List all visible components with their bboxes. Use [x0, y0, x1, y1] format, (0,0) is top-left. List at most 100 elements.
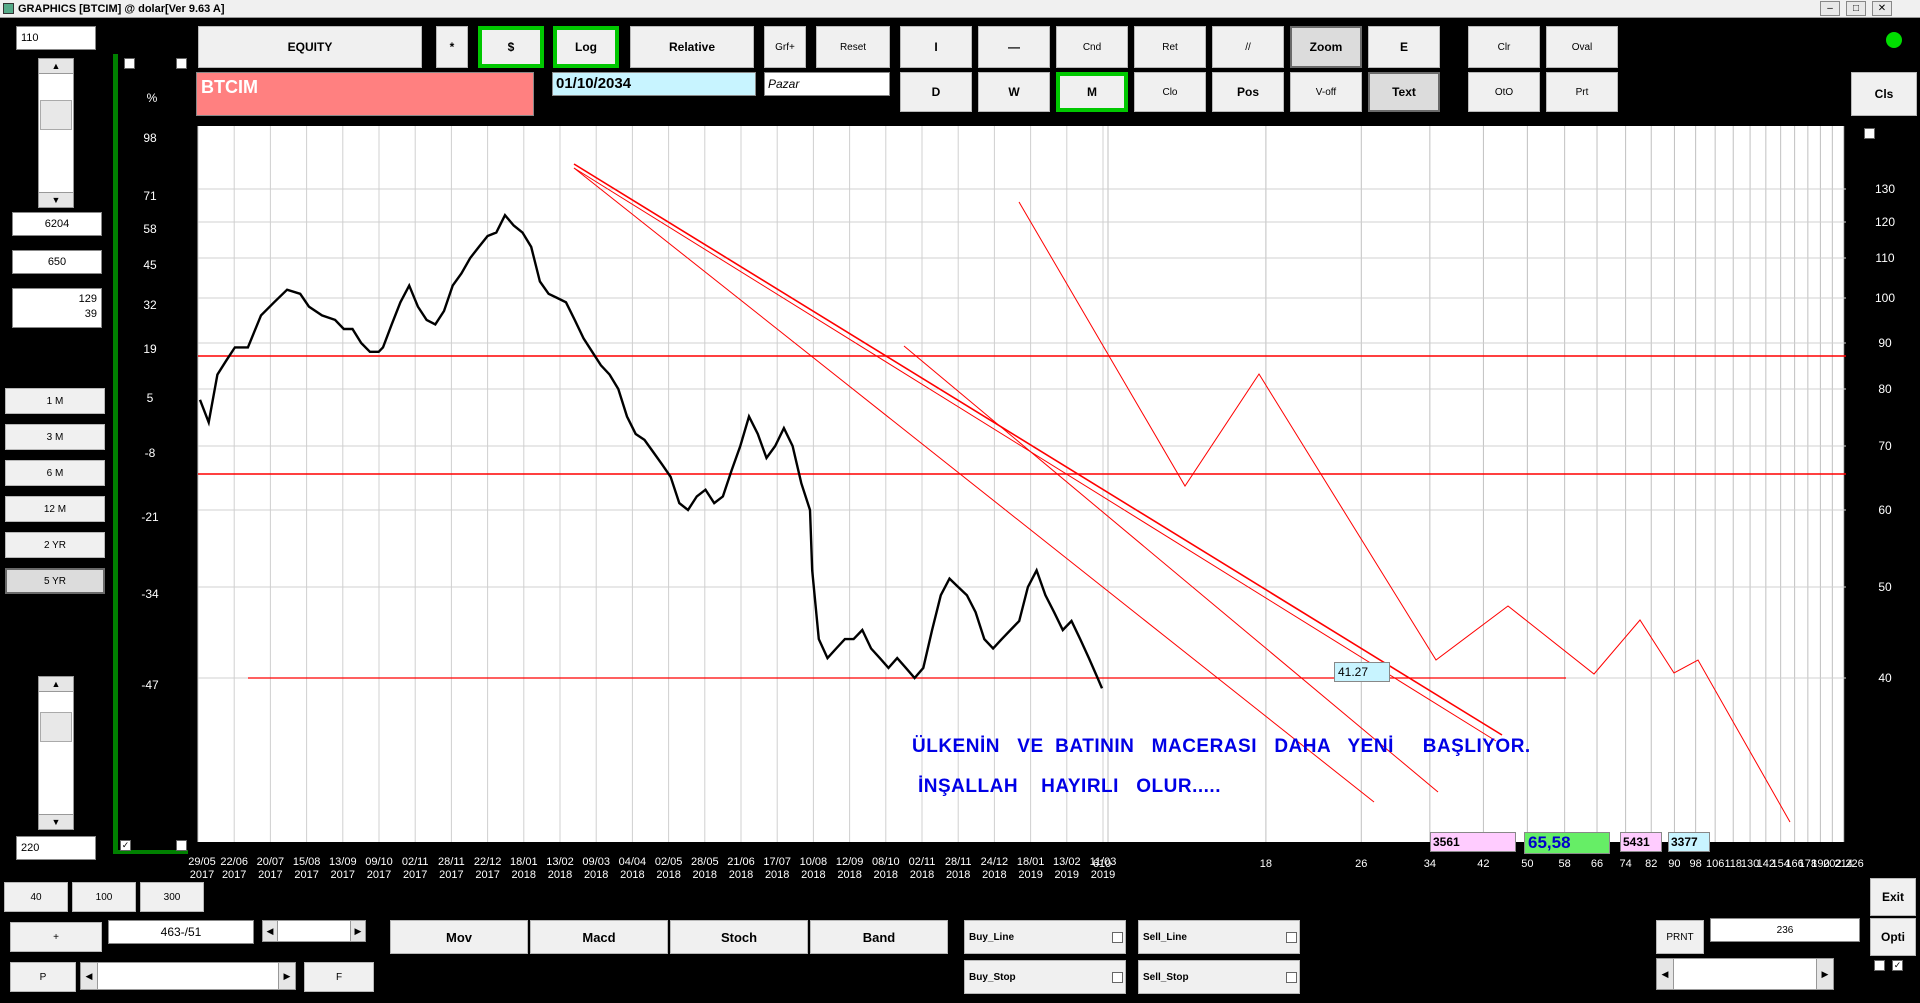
- date-field[interactable]: 01/10/2034: [552, 72, 756, 96]
- sell-stop-checkbox[interactable]: [1286, 972, 1297, 983]
- tool2-6-button[interactable]: Text: [1368, 72, 1440, 112]
- sell-line-checkbox[interactable]: [1286, 932, 1297, 943]
- buy-line-toggle[interactable]: Buy_Line: [964, 920, 1126, 954]
- band-button[interactable]: Band: [810, 920, 948, 954]
- tool2-3-button[interactable]: Clo: [1134, 72, 1206, 112]
- period-12m-button[interactable]: 12 M: [5, 496, 105, 522]
- tool-2-button[interactable]: Cnd: [1056, 26, 1128, 68]
- p-right-icon[interactable]: ▶: [278, 962, 296, 990]
- b40-button[interactable]: 40: [4, 882, 68, 912]
- x-date-label: 09/10: [365, 856, 393, 868]
- lower-scroll-thumb[interactable]: [40, 712, 72, 742]
- period-1m-button[interactable]: 1 M: [5, 388, 105, 414]
- buy-stop-checkbox[interactable]: [1112, 972, 1123, 983]
- maximize-button[interactable]: □: [1846, 1, 1866, 16]
- scroll-down-icon[interactable]: ▼: [38, 192, 74, 208]
- value-a-field[interactable]: 6204: [12, 212, 102, 236]
- bottom-value-field[interactable]: 220: [16, 836, 96, 860]
- tool-6-button[interactable]: E: [1368, 26, 1440, 68]
- pos-right-icon[interactable]: ▶: [350, 920, 366, 942]
- x-date-tick: 02/05 2018: [652, 856, 686, 882]
- pos-left-icon[interactable]: ◀: [262, 920, 278, 942]
- upper-vertical-scrollbar[interactable]: [38, 58, 74, 208]
- reset-button[interactable]: Reset: [816, 26, 890, 68]
- bottom-right-scrollbar[interactable]: [1656, 958, 1834, 990]
- sell-line-toggle[interactable]: Sell_Line: [1138, 920, 1300, 954]
- checkbox-left-top[interactable]: [124, 58, 135, 69]
- chart-corner-checkbox[interactable]: [1864, 128, 1875, 139]
- scroll-up-icon[interactable]: ▲: [38, 58, 74, 74]
- f-button[interactable]: F: [304, 962, 374, 992]
- x-index-label: 610: [1092, 858, 1112, 870]
- buy-line-checkbox[interactable]: [1112, 932, 1123, 943]
- tool2-2-button[interactable]: M: [1056, 72, 1128, 112]
- x-index-label: 50: [1521, 858, 1534, 870]
- x-year-label: 2018: [837, 869, 862, 881]
- sell-stop-toggle[interactable]: Sell_Stop: [1138, 960, 1300, 994]
- lower-vertical-scrollbar[interactable]: [38, 676, 74, 830]
- stoch-button[interactable]: Stoch: [670, 920, 808, 954]
- prnt-button[interactable]: PRNT: [1656, 920, 1704, 954]
- x-index-label: 18: [1259, 858, 1273, 870]
- value-c-field[interactable]: 129 39: [12, 288, 102, 328]
- plus-button[interactable]: +: [10, 922, 102, 952]
- tool2-1-button[interactable]: W: [978, 72, 1050, 112]
- checkbox-right-bottom[interactable]: [176, 840, 187, 851]
- macd-button[interactable]: Macd: [530, 920, 668, 954]
- br-checkbox-1[interactable]: [1874, 960, 1885, 971]
- period-2yr-button[interactable]: 2 YR: [5, 532, 105, 558]
- tool-1-button[interactable]: —: [978, 26, 1050, 68]
- period-5yr-button[interactable]: 5 YR: [5, 568, 105, 594]
- tool-4-button[interactable]: //: [1212, 26, 1284, 68]
- tool2-5-button[interactable]: V-off: [1290, 72, 1362, 112]
- dollar-button[interactable]: $: [478, 26, 544, 68]
- x-date-label: 18/01: [1016, 856, 1045, 868]
- lower-scroll-up-icon[interactable]: ▲: [38, 676, 74, 692]
- window-title: GRAPHICS [BTCIM] @ dolar[Ver 9.63 A]: [18, 3, 225, 15]
- minimize-button[interactable]: –: [1820, 1, 1840, 16]
- b300-button[interactable]: 300: [140, 882, 204, 912]
- tool2-4-button[interactable]: Pos: [1212, 72, 1284, 112]
- x-year-label: 2018: [945, 869, 971, 881]
- exit-button[interactable]: Exit: [1870, 878, 1916, 916]
- br-checkbox-2[interactable]: ✓: [1892, 960, 1903, 971]
- equity-button[interactable]: EQUITY: [198, 26, 422, 68]
- tool-3-button[interactable]: Ret: [1134, 26, 1206, 68]
- mov-button[interactable]: Mov: [390, 920, 528, 954]
- tool2-8-button[interactable]: Prt: [1546, 72, 1618, 112]
- checkbox-right-top[interactable]: [176, 58, 187, 69]
- b100-button[interactable]: 100: [72, 882, 136, 912]
- buy-stop-toggle[interactable]: Buy_Stop: [964, 960, 1126, 994]
- panel-frame-left: [113, 54, 118, 854]
- x-date-tick: 13/02 2019: [1050, 856, 1084, 882]
- log-button[interactable]: Log: [553, 26, 619, 68]
- period-6m-button[interactable]: 6 M: [5, 460, 105, 486]
- scroll-thumb[interactable]: [40, 100, 72, 130]
- value-b-field[interactable]: 650: [12, 250, 102, 274]
- p-button[interactable]: P: [10, 962, 76, 992]
- br-left-icon[interactable]: ◀: [1656, 958, 1674, 990]
- checkbox-left-bottom[interactable]: ✓: [120, 840, 131, 851]
- trend-line-3: [573, 167, 1375, 803]
- p-scrollbar[interactable]: [80, 962, 296, 990]
- tool-8-button[interactable]: Oval: [1546, 26, 1618, 68]
- price-chart[interactable]: [196, 124, 1848, 852]
- lower-scroll-down-icon[interactable]: ▼: [38, 814, 74, 830]
- tool2-7-button[interactable]: OtO: [1468, 72, 1540, 112]
- x-index-label: 58: [1558, 858, 1571, 870]
- br-right-icon[interactable]: ▶: [1816, 958, 1834, 990]
- x-date-label: 20/07: [256, 856, 285, 868]
- top-value-field[interactable]: 110: [16, 26, 96, 50]
- opti-button[interactable]: Opti: [1870, 918, 1916, 956]
- relative-button[interactable]: Relative: [630, 26, 754, 68]
- cls-button[interactable]: Cls: [1851, 72, 1917, 116]
- star-button[interactable]: *: [436, 26, 468, 68]
- grf-plus-button[interactable]: Grf+: [764, 26, 806, 68]
- tool-7-button[interactable]: Clr: [1468, 26, 1540, 68]
- period-3m-button[interactable]: 3 M: [5, 424, 105, 450]
- tool2-0-button[interactable]: D: [900, 72, 972, 112]
- close-button[interactable]: ✕: [1872, 1, 1892, 16]
- tool-5-button[interactable]: Zoom: [1290, 26, 1362, 68]
- p-left-icon[interactable]: ◀: [80, 962, 98, 990]
- tool-0-button[interactable]: I: [900, 26, 972, 68]
